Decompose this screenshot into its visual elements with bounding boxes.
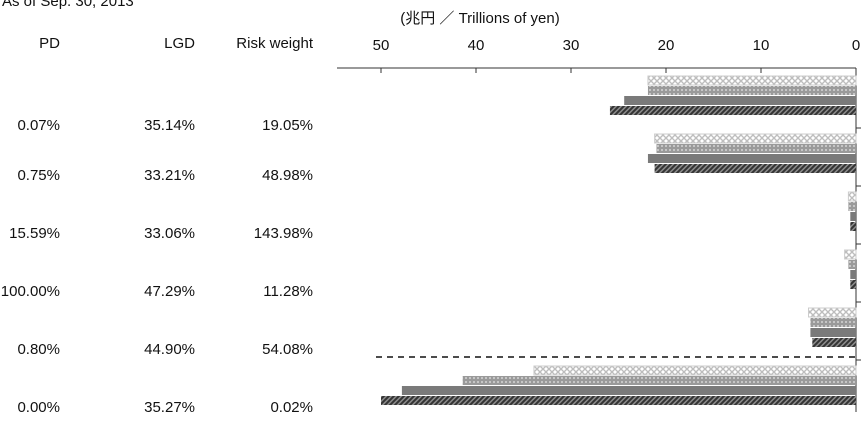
bar: [850, 222, 856, 231]
table-cell: 0.02%: [270, 399, 313, 416]
bar: [656, 144, 856, 153]
bar: [462, 376, 856, 385]
bar: [647, 86, 856, 95]
bar: [654, 133, 857, 144]
table-cell: 33.21%: [144, 167, 195, 184]
bar: [848, 260, 856, 269]
column-header: PD: [39, 35, 60, 52]
note: As of Sep. 30, 2013: [2, 0, 134, 10]
bar: [810, 318, 856, 327]
bar: [844, 249, 857, 260]
bar: [808, 307, 857, 318]
bar: [848, 202, 856, 211]
bar: [647, 154, 856, 163]
bar: [381, 396, 856, 405]
table-cell: 0.00%: [17, 399, 60, 416]
table-cell: 100.00%: [1, 283, 60, 300]
bar: [812, 338, 856, 347]
x-tick-label: 50: [373, 37, 390, 54]
table-cell: 48.98%: [262, 167, 313, 184]
bar: [609, 106, 856, 115]
table-cell: 0.07%: [17, 117, 60, 134]
bar: [624, 96, 856, 105]
table-cell: 11.28%: [263, 283, 313, 300]
table-cell: 143.98%: [254, 225, 313, 242]
x-tick-label: 20: [658, 37, 675, 54]
bar: [847, 191, 857, 202]
table-cell: 15.59%: [9, 225, 60, 242]
table-cell: 44.90%: [144, 341, 195, 358]
bar: [810, 328, 856, 337]
column-header: Risk weight: [236, 35, 314, 52]
table-cell: 19.05%: [262, 117, 313, 134]
axis-label: (兆円 ／ Trillions of yen): [400, 10, 559, 27]
bar: [533, 365, 857, 376]
x-tick-label: 40: [468, 37, 485, 54]
table-cell: 47.29%: [144, 283, 195, 300]
x-tick-label: 30: [563, 37, 580, 54]
bar: [850, 270, 856, 279]
table-cell: 35.27%: [144, 399, 195, 416]
bar: [647, 75, 857, 86]
table-cell: 33.06%: [144, 225, 195, 242]
x-tick-label: 0: [852, 37, 860, 54]
table-cell: 35.14%: [144, 117, 195, 134]
table-cell: 54.08%: [262, 341, 313, 358]
bar: [850, 280, 856, 289]
bar: [401, 386, 856, 395]
bar: [850, 212, 856, 221]
column-header: LGD: [164, 35, 195, 52]
table-cell: 0.75%: [17, 167, 60, 184]
table-cell: 0.80%: [17, 341, 60, 358]
x-tick-label: 10: [753, 37, 770, 54]
bar: [654, 164, 856, 173]
